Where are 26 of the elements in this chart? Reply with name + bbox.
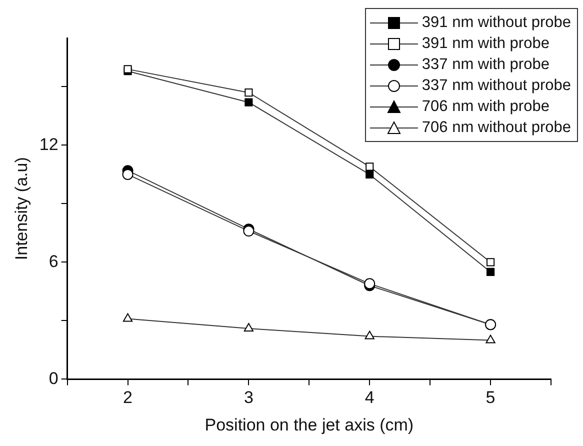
x-axis-title: Position on the jet axis (cm) xyxy=(204,415,414,434)
point xyxy=(244,323,254,332)
legend-label: 391 nm with probe xyxy=(422,34,550,54)
legend-label: 337 nm with probe xyxy=(422,55,550,75)
y-axis-title: Intensity (a.u) xyxy=(12,157,31,260)
point xyxy=(244,98,253,106)
x-tick-label: 5 xyxy=(486,388,496,408)
point xyxy=(122,313,133,322)
point xyxy=(244,88,253,97)
legend-label: 706 nm without probe xyxy=(422,118,571,138)
y-tick-label: 6 xyxy=(48,252,58,271)
x-tick-label: 2 xyxy=(123,388,133,408)
x-tick-label: 4 xyxy=(364,388,374,408)
legend-label: 337 nm without probe xyxy=(422,76,571,96)
point xyxy=(364,330,374,340)
y-tick-label: 12 xyxy=(39,134,58,154)
y-tick-label: 0 xyxy=(48,368,58,388)
point xyxy=(486,334,496,344)
x-tick-label: 3 xyxy=(244,388,254,408)
point xyxy=(366,170,374,179)
point xyxy=(486,268,495,276)
legend-label: 706 nm with probe xyxy=(422,97,550,117)
point xyxy=(122,168,134,180)
point xyxy=(366,162,374,171)
point xyxy=(486,258,495,266)
legend-label: 391 nm without probe xyxy=(422,13,571,33)
